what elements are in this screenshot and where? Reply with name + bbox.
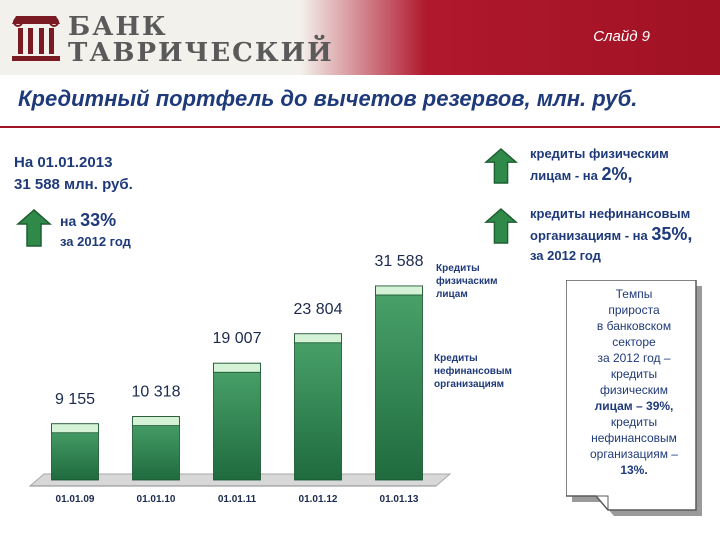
x-tick-label: 01.01.11 [218,494,257,505]
callout-line: организациям – [590,447,678,461]
callout-line: Темпы [615,287,653,301]
legend-individuals-line2: лицам - на [530,168,602,183]
individuals-up-arrow-icon [484,148,518,184]
callout-text: Темпы прироста в банковском секторе за 2… [574,286,694,478]
x-tick-label: 01.01.13 [380,494,419,505]
legend-corporate-line1: кредиты нефинансовым [530,206,691,221]
data-label: 19 007 [213,330,262,347]
growth-up-arrow-icon [16,209,52,247]
segment-label-corporate-line: нефинансовым [434,366,512,377]
callout-line: за 2012 год – [597,351,671,365]
legend-individuals: кредиты физическим лицам - на 2%, [530,144,669,186]
callout-line: в банковском [596,319,672,333]
callout-line: 13%. [620,463,648,477]
x-tick-label: 01.01.10 [137,494,176,505]
legend-corporate: кредиты нефинансовым организациям - на 3… [530,204,692,266]
slide-number: Слайд 9 [593,28,650,45]
header-bar: БАНК ТАВРИЧЕСКИЙ Слайд 9 [0,0,720,75]
callout-line: нефинансовым [591,431,677,445]
bar-cap [294,333,342,344]
data-label: 23 804 [294,301,343,318]
as-of-amount: 31 588 млн. руб. [14,176,133,193]
callout-line: кредиты [610,367,658,381]
header-band [300,0,720,75]
bar [213,362,261,481]
bar-cap [132,416,180,427]
corporate-up-arrow-icon [484,208,518,244]
segment-label-individuals-line: физичаским [436,276,498,287]
callout-line: физическим [600,383,668,397]
bar [132,416,180,481]
bar-cap [51,423,99,434]
callout-line: секторе [612,335,656,349]
growth-period: за 2012 год [60,234,131,249]
legend-corporate-line3: за 2012 год [530,248,601,263]
segment-label-corporate-line: Кредиты [434,353,478,364]
x-tick-label: 01.01.12 [299,494,338,505]
callout-line: лицам – 39%, [594,399,674,413]
segment-label-corporate: Кредиты нефинансовым организациям [434,352,512,391]
growth-percent-line: на 33% [60,210,116,231]
bar-cap [213,362,261,373]
bank-name-line1: БАНК [68,12,168,42]
growth-percent: 33% [80,210,117,230]
segment-label-individuals-line: лицам [436,289,468,300]
growth-prefix: на [60,213,81,229]
as-of-block: На 01.01.2013 31 588 млн. руб. [14,152,133,196]
callout-line: кредиты [610,415,658,429]
bar-cap [375,285,423,296]
data-label: 10 318 [132,384,181,401]
x-tick-label: 01.01.09 [56,494,95,505]
legend-individuals-line1: кредиты физическим [530,146,669,161]
bank-columns-icon [12,16,60,61]
segment-label-corporate-line: организациям [434,379,505,390]
bar [294,333,342,481]
callout-note [566,280,702,516]
title-divider [0,126,720,128]
as-of-date: На 01.01.2013 [14,154,113,171]
page-title: Кредитный портфель до вычетов резервов, … [18,86,638,111]
bank-name-line2: ТАВРИЧЕСКИЙ [68,38,334,68]
legend-corporate-line2: организациям - на [530,228,652,243]
legend-corporate-percent: 35%, [651,224,693,244]
segment-label-individuals: Кредиты физичаским лицам [436,262,498,301]
bar [375,285,423,481]
data-label: 9 155 [55,391,95,408]
segment-label-individuals-line: Кредиты [436,263,480,274]
legend-individuals-percent: 2%, [601,164,633,184]
data-label: 31 588 [375,253,424,270]
callout-line: прироста [608,303,660,317]
